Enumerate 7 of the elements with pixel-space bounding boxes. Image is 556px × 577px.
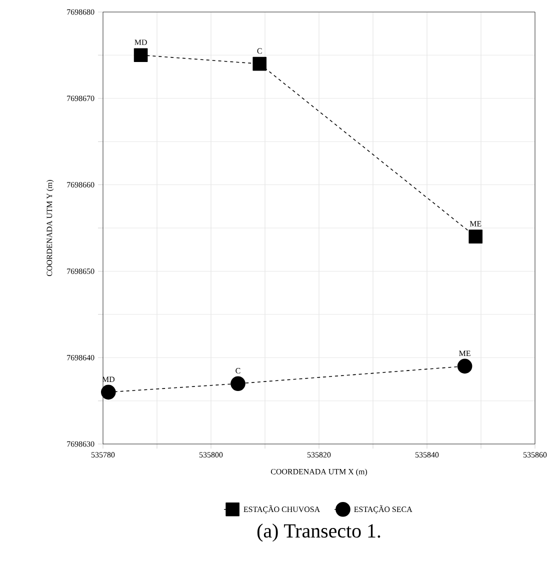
point (230, 376, 246, 392)
point (101, 384, 116, 400)
point (468, 230, 483, 244)
text: (a) Transecto 1. (257, 524, 380, 542)
point (134, 48, 148, 62)
point (252, 56, 266, 71)
point (457, 358, 472, 374)
